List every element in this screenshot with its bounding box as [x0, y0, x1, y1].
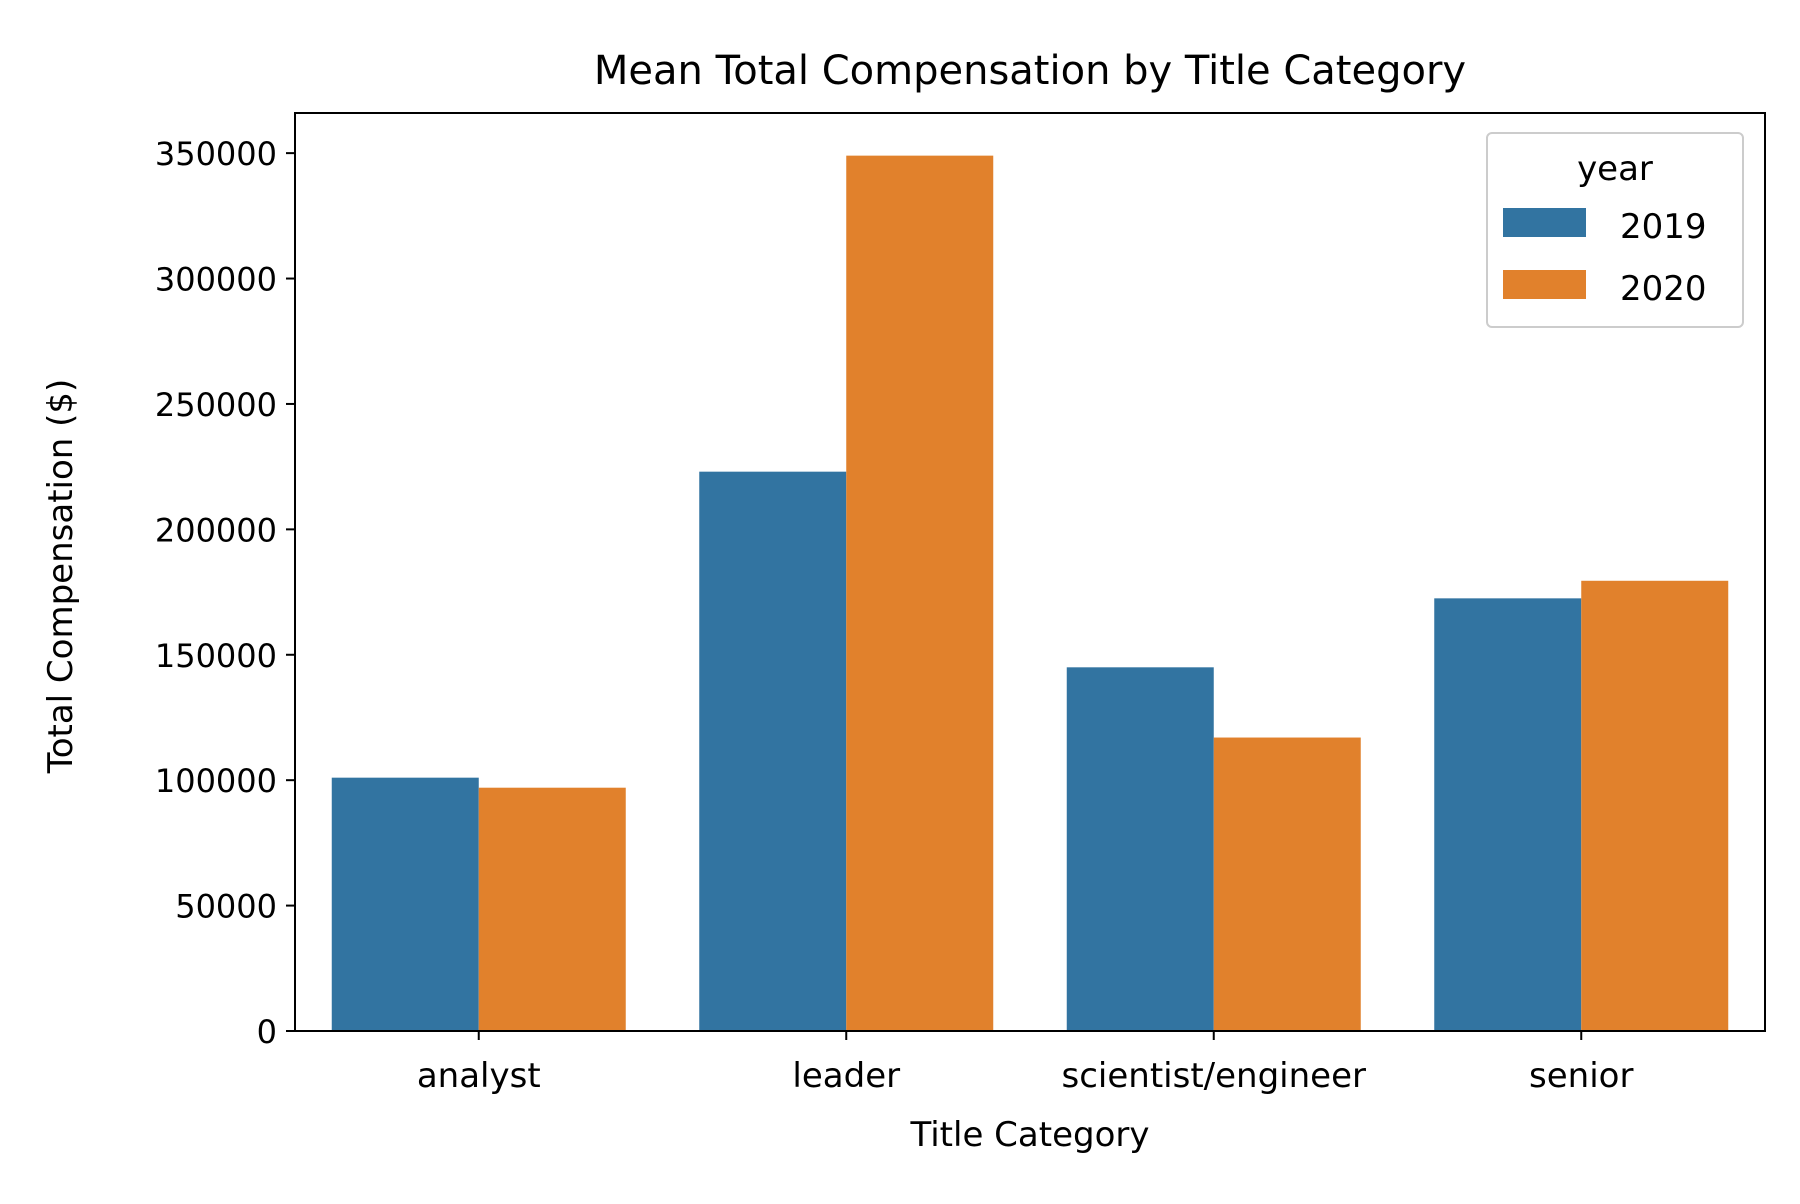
- x-tick-label: senior: [1529, 1056, 1633, 1096]
- y-tick-label: 350000: [155, 135, 277, 173]
- y-tick-label: 50000: [175, 888, 277, 926]
- y-tick-label: 100000: [155, 762, 277, 800]
- bar-analyst-2019: [331, 777, 479, 1031]
- y-tick-label: 300000: [155, 261, 277, 299]
- legend-swatch-2019: [1503, 208, 1586, 237]
- bar-analyst-2020: [478, 787, 626, 1031]
- legend-items: 2019 2020: [1503, 207, 1707, 309]
- legend-label-2019: 2019: [1620, 207, 1707, 247]
- bar-scientist-engineer-2019: [1066, 667, 1214, 1031]
- legend-title: year: [1577, 149, 1653, 189]
- legend: year 2019 2020: [1486, 132, 1744, 328]
- y-tick-label: 150000: [155, 637, 277, 675]
- y-axis-label: Total Compensation ($): [41, 379, 81, 775]
- x-axis-label: Title Category: [910, 1115, 1150, 1155]
- y-tick-label: 0: [257, 1013, 277, 1051]
- y-tick-label: 250000: [155, 386, 277, 424]
- x-tick-label: leader: [792, 1056, 900, 1096]
- bars-layer: [331, 155, 1729, 1031]
- plot-frame: [294, 112, 1766, 1032]
- bar-leader-2019: [699, 471, 847, 1031]
- axes-layer: 0 50000 100000 150000 200000 250000 300000 3500…: [155, 112, 1766, 1096]
- x-tick-label: scientist/engineer: [1062, 1056, 1366, 1096]
- y-tick-label: 200000: [155, 511, 277, 549]
- bar-leader-2020: [846, 155, 994, 1031]
- legend-swatch-2020: [1503, 270, 1586, 299]
- x-tick-label: analyst: [417, 1056, 541, 1096]
- bar-scientist-engineer-2020: [1213, 737, 1361, 1031]
- bar-senior-2020: [1581, 580, 1729, 1031]
- bar-senior-2019: [1434, 598, 1582, 1031]
- legend-label-2020: 2020: [1620, 269, 1707, 309]
- chart-title: Mean Total Compensation by Title Categor…: [594, 48, 1466, 94]
